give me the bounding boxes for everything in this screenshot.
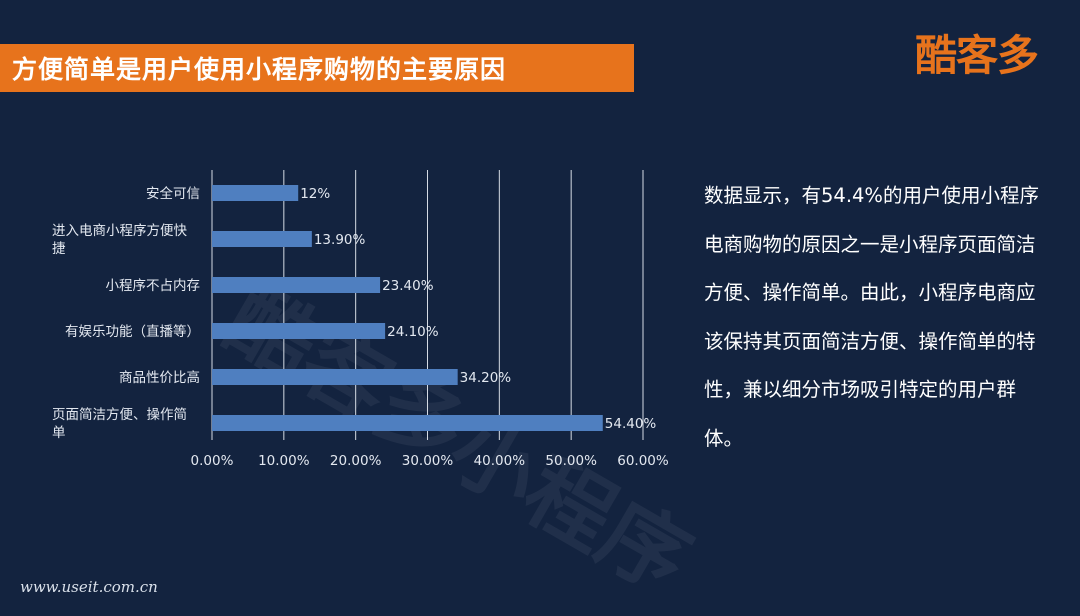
data-label: 24.10%	[387, 324, 439, 340]
bar	[212, 415, 603, 431]
bar	[212, 231, 312, 247]
category-label: 页面简洁方便、操作简	[52, 406, 187, 423]
category-label: 捷	[52, 241, 66, 257]
bar	[212, 323, 386, 339]
description-text: 数据显示，有54.4%的用户使用小程序电商购物的原因之一是小程序页面简洁方便、操…	[704, 184, 1039, 450]
data-label: 34.20%	[460, 370, 512, 386]
category-label: 进入电商小程序方便快	[52, 223, 187, 239]
bar	[212, 185, 299, 201]
data-label: 54.40%	[605, 416, 657, 432]
x-tick-label: 20.00%	[330, 453, 382, 469]
x-tick-label: 0.00%	[191, 453, 234, 469]
page-title: 方便简单是用户使用小程序购物的主要原因	[12, 55, 507, 84]
x-tick-label: 30.00%	[402, 453, 454, 469]
x-tick-label: 50.00%	[545, 453, 597, 469]
x-tick-label: 60.00%	[617, 453, 669, 469]
bar-chart: 0.00% 10.00% 20.00% 30.00% 40.00% 50.00% 60.00…	[52, 170, 669, 469]
data-label: 23.40%	[382, 278, 434, 294]
category-label: 小程序不占内存	[106, 278, 201, 294]
footer-url: www.useit.com.cn	[20, 578, 158, 596]
category-label: 单	[52, 425, 66, 441]
bar	[212, 277, 381, 293]
data-label: 12%	[300, 186, 330, 202]
brand-logo: 酷客多	[914, 22, 1039, 83]
x-tick-label: 10.00%	[258, 453, 310, 469]
bar	[212, 369, 458, 385]
x-tick-label: 40.00%	[474, 453, 526, 469]
data-label: 13.90%	[314, 232, 366, 248]
category-label: 商品性价比高	[119, 369, 200, 386]
title-banner: 方便简单是用户使用小程序购物的主要原因	[0, 44, 634, 92]
category-label: 有娱乐功能（直播等）	[65, 323, 200, 340]
logo-text: 酷客多	[914, 31, 1039, 80]
category-label: 安全可信	[146, 185, 200, 202]
